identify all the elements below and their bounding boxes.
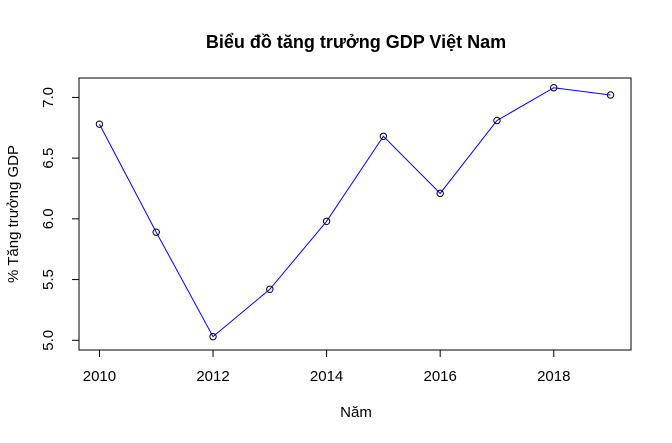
data-point <box>493 116 501 125</box>
x-tick-label: 2016 <box>423 368 456 385</box>
data-point <box>266 285 274 293</box>
x-tick-label: 2014 <box>310 368 343 385</box>
y-tick-label: 6.0 <box>40 208 57 229</box>
x-axis-label: Năm <box>340 404 372 421</box>
chart-title: Biểu đồ tăng trưởng GDP Việt Nam <box>206 32 506 52</box>
data-point <box>209 332 217 341</box>
plot-frame <box>78 77 632 351</box>
y-axis-label: % Tăng trưởng GDP <box>5 145 22 283</box>
y-tick-label: 7.0 <box>40 87 57 108</box>
data-point <box>436 189 444 198</box>
y-tick-label: 5.5 <box>40 269 57 290</box>
data-point <box>95 120 104 128</box>
x-tick-label: 2012 <box>196 368 229 385</box>
series-line <box>98 87 611 338</box>
y-tick-label: 6.5 <box>40 148 57 169</box>
y-tick-label: 5.0 <box>40 330 57 351</box>
y-axis: 5.0 5.5 6.0 6.5 7.0 <box>40 87 79 351</box>
data-point <box>606 91 615 99</box>
data-point <box>550 84 558 92</box>
x-axis: 2010 2012 2014 2016 2018 <box>83 350 570 385</box>
data-point <box>322 217 331 225</box>
data-point <box>152 228 160 236</box>
plot-area <box>95 84 615 341</box>
data-point <box>379 132 388 140</box>
x-tick-label: 2010 <box>83 368 116 385</box>
x-tick-label: 2018 <box>537 368 570 385</box>
